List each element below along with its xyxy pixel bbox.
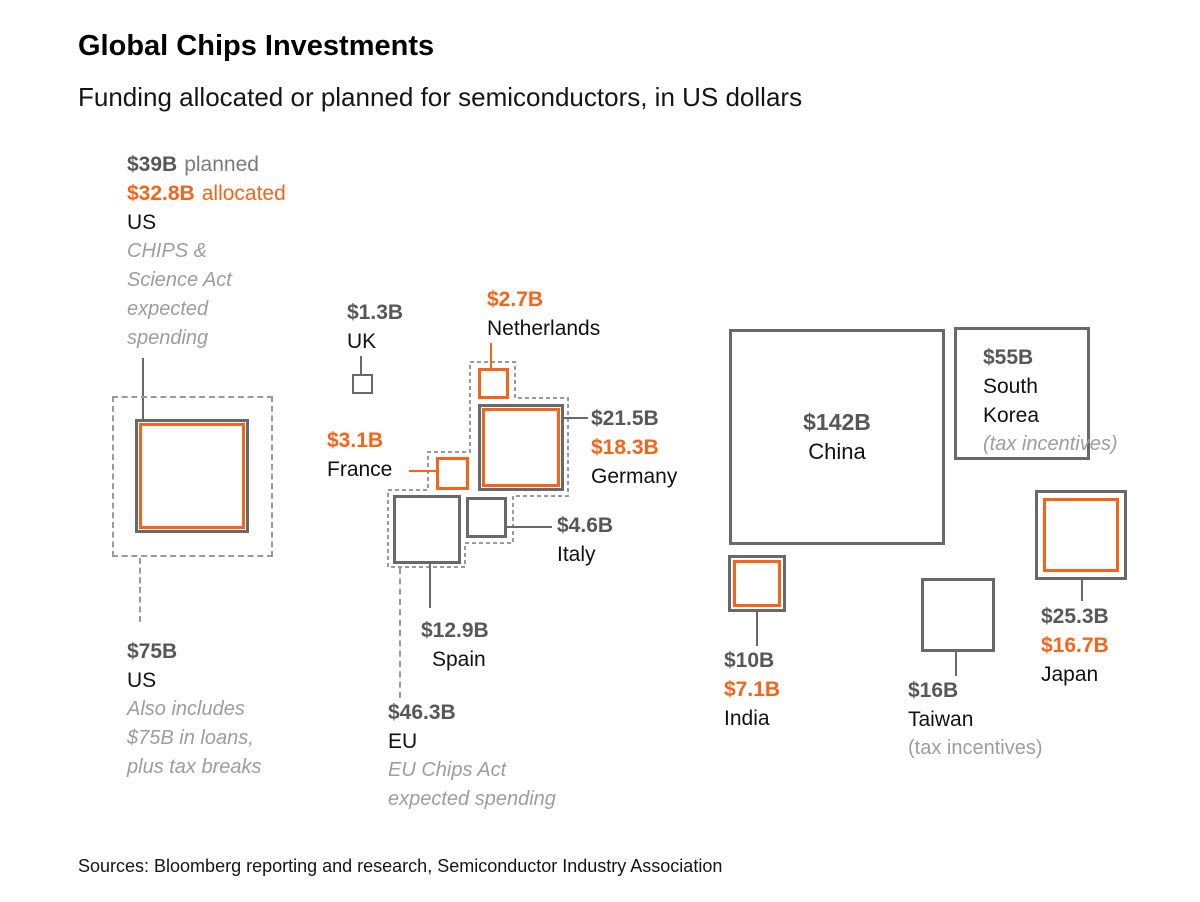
- eu-value: $46.3B: [388, 701, 456, 724]
- china-label: $142B China: [732, 332, 942, 542]
- us-note-line: Science Act: [127, 269, 232, 291]
- chart-subtitle: Funding allocated or planned for semicon…: [78, 82, 803, 112]
- italy-connector-line: [507, 526, 552, 528]
- taiwan-country-name: Taiwan: [908, 708, 974, 731]
- italy-square: [466, 497, 507, 538]
- south-korea-name-line: Korea: [983, 404, 1040, 427]
- us-label: $39B planned $32.8B allocated US CHIPS & S…: [127, 150, 286, 353]
- japan-allocated-value: $16.7B: [1041, 634, 1109, 657]
- us-total-country-name: US: [127, 669, 157, 692]
- south-korea-label: $55B South Korea (tax incentives): [983, 343, 1118, 459]
- germany-country-name: Germany: [591, 465, 678, 488]
- france-connector-line: [409, 470, 436, 472]
- france-country-name: France: [327, 458, 393, 481]
- us-loans-dotted-outline: [112, 396, 273, 557]
- spain-country-name: Spain: [432, 648, 486, 671]
- uk-label: $1.3B UK: [347, 298, 403, 356]
- us-total-note-line: plus tax breaks: [127, 756, 262, 778]
- india-allocated-square: [733, 560, 781, 607]
- netherlands-value: $2.7B: [487, 288, 544, 311]
- india-country-name: India: [724, 707, 770, 730]
- south-korea-square: $55B South Korea (tax incentives): [954, 327, 1118, 460]
- taiwan-connector-line: [955, 651, 957, 676]
- germany-label: $21.5B $18.3B Germany: [591, 404, 677, 491]
- china-value: $142B: [803, 409, 871, 435]
- india-planned-value: $10B: [724, 649, 775, 672]
- us-total-note-line: Also includes: [127, 698, 245, 720]
- spain-label: $12.9B Spain: [421, 616, 489, 674]
- japan-allocated-square: [1043, 498, 1119, 572]
- china-square: $142B China: [729, 329, 945, 545]
- india-label: $10B $7.1B India: [724, 646, 780, 733]
- uk-value: $1.3B: [347, 301, 404, 324]
- germany-connector-line: [563, 417, 588, 419]
- france-square: [436, 457, 469, 490]
- france-label: $3.1B France: [327, 426, 392, 484]
- south-korea-value: $55B: [983, 346, 1034, 369]
- china-country-name: China: [808, 439, 866, 464]
- uk-country-name: UK: [347, 330, 377, 353]
- japan-label: $25.3B $16.7B Japan: [1041, 602, 1109, 689]
- south-korea-name-line: South: [983, 375, 1038, 398]
- us-allocated-word: allocated: [201, 182, 286, 205]
- uk-square: [352, 374, 373, 394]
- india-connector-line: [756, 611, 758, 646]
- netherlands-country-name: Netherlands: [487, 317, 601, 340]
- eu-note-line: EU Chips Act: [388, 759, 507, 781]
- us-country-name: US: [127, 211, 157, 234]
- germany-allocated-value: $18.3B: [591, 436, 659, 459]
- japan-connector-line: [1081, 577, 1083, 601]
- us-planned-square: [135, 419, 249, 533]
- netherlands-square: [478, 368, 509, 399]
- india-allocated-value: $7.1B: [724, 678, 781, 701]
- eu-name: EU: [388, 730, 418, 753]
- france-value: $3.1B: [327, 429, 384, 452]
- netherlands-label: $2.7B Netherlands: [487, 285, 600, 343]
- italy-country-name: Italy: [557, 543, 596, 566]
- germany-planned-value: $21.5B: [591, 407, 659, 430]
- japan-country-name: Japan: [1041, 663, 1099, 686]
- sources-note: Sources: Bloomberg reporting and researc…: [78, 856, 723, 876]
- us-note-line: spending: [127, 327, 209, 349]
- germany-allocated-square: [482, 408, 560, 487]
- us-total-value: $75B: [127, 640, 178, 663]
- us-planned-word: planned: [184, 153, 259, 176]
- taiwan-note: (tax incentives): [908, 737, 1043, 759]
- taiwan-value: $16B: [908, 679, 959, 702]
- us-planned-value: $39B: [127, 153, 178, 176]
- japan-planned-square: [1035, 490, 1127, 580]
- taiwan-label: $16B Taiwan (tax incentives): [908, 676, 1043, 763]
- eu-label: $46.3B EU EU Chips Act expected spending: [388, 698, 556, 814]
- us-note-line: expected: [127, 298, 209, 320]
- us-total-label: $75B US Also includes $75B in loans, plu…: [127, 637, 262, 782]
- us-loans-dashed-connector: [139, 558, 141, 622]
- italy-label: $4.6B Italy: [557, 511, 613, 569]
- spain-value: $12.9B: [421, 619, 489, 642]
- spain-square: [393, 495, 461, 564]
- us-note-line: CHIPS &: [127, 240, 208, 262]
- page-title: Global Chips Investments: [78, 30, 435, 62]
- south-korea-note: (tax incentives): [983, 433, 1118, 455]
- us-allocated-square: [139, 423, 245, 529]
- spain-connector-line: [429, 564, 431, 608]
- us-allocated-value: $32.8B: [127, 182, 195, 205]
- netherlands-connector-line: [490, 343, 492, 369]
- taiwan-square: [921, 578, 995, 652]
- india-planned-square: [728, 555, 786, 612]
- eu-dashed-connector: [399, 568, 401, 698]
- germany-planned-square: [478, 404, 564, 491]
- japan-planned-value: $25.3B: [1041, 605, 1109, 628]
- us-connector-line: [142, 358, 144, 421]
- eu-note-line: expected spending: [388, 788, 556, 810]
- italy-value: $4.6B: [557, 514, 614, 537]
- us-total-note-line: $75B in loans,: [127, 727, 254, 749]
- uk-connector-line: [360, 356, 362, 375]
